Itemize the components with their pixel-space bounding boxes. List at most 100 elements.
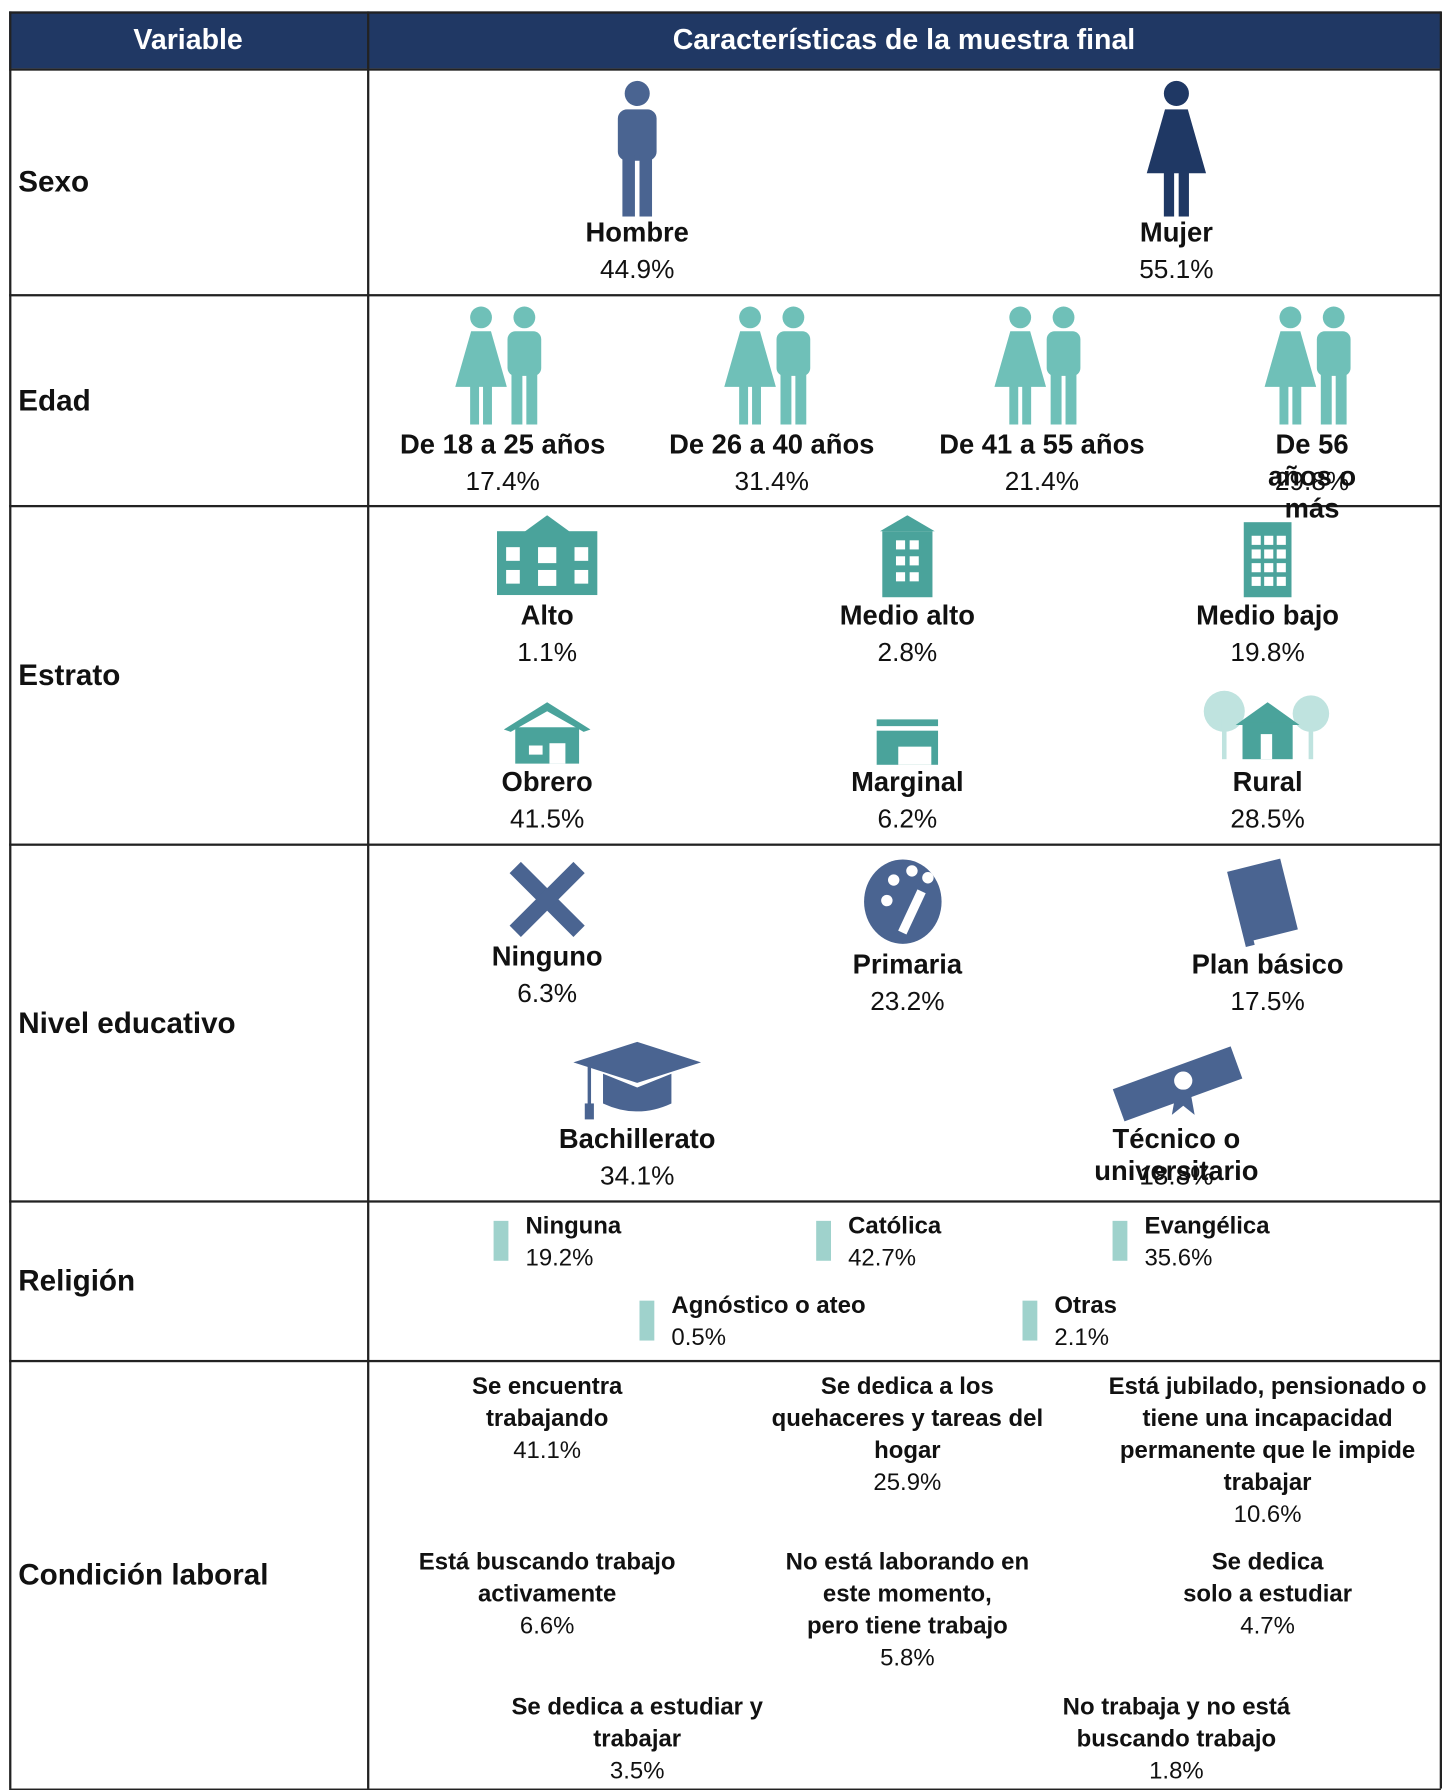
item-value: 6.2% (877, 803, 937, 835)
icon (495, 515, 600, 597)
item-label: Marginal (851, 767, 963, 799)
item-value: 6.6% (376, 1611, 718, 1643)
item-label: Plan básico (1192, 950, 1344, 982)
item-value: 6.3% (517, 977, 577, 1009)
item-value: 19.2% (526, 1243, 594, 1275)
icon (504, 698, 591, 764)
item: No está laborando en este momento, pero … (736, 1547, 1078, 1675)
item-label: Obrero (502, 767, 593, 799)
icon (1144, 80, 1208, 217)
item-label: Hombre (586, 218, 689, 250)
row-label: Sexo (18, 165, 89, 197)
header-variable: Variable (9, 11, 367, 68)
item-label: Está jubilado, pensionado o tiene una in… (1097, 1371, 1439, 1499)
legend-bar (1023, 1301, 1038, 1341)
item-label: De 18 a 25 años (400, 430, 605, 462)
item-value: 17.4% (466, 465, 540, 497)
item-label: Bachillerato (559, 1124, 716, 1156)
legend-bar (1113, 1221, 1128, 1261)
row-label: Estrato (18, 658, 120, 690)
row-label: Condición laboral (18, 1558, 268, 1590)
item-value: 41.1% (376, 1435, 718, 1467)
item-value: 10.6% (1097, 1499, 1439, 1531)
legend-bar (816, 1221, 831, 1261)
row-border (9, 505, 1441, 507)
item-value: 19.8% (1230, 636, 1304, 668)
col-border (9, 11, 11, 1788)
item-value: 23.2% (870, 985, 944, 1017)
icon (1247, 305, 1377, 426)
item-value: 1.8% (1005, 1755, 1347, 1787)
item-value: 41.5% (510, 803, 584, 835)
item-label: De 41 a 55 años (939, 430, 1144, 462)
icon (573, 1037, 701, 1124)
item-value: 25.9% (736, 1467, 1078, 1499)
row-label: Edad (18, 384, 90, 416)
item-value: 34.1% (600, 1159, 674, 1191)
icon (994, 305, 1090, 426)
item-label: Medio alto (840, 601, 975, 633)
item-value: 3.5% (466, 1755, 808, 1787)
item-label: Se dedica a los quehaceres y tareas del … (736, 1371, 1078, 1467)
row-border (9, 844, 1441, 846)
legend-bar (494, 1221, 509, 1261)
item-value: 0.5% (671, 1322, 726, 1354)
item-value: 28.5% (1230, 803, 1304, 835)
icon (1224, 857, 1311, 948)
icon (1244, 522, 1292, 597)
item: Se dedica a los quehaceres y tareas del … (736, 1371, 1078, 1499)
row-border (9, 1200, 1441, 1202)
item-label: No está laborando en este momento, pero … (736, 1547, 1078, 1643)
row-border (9, 68, 1441, 70)
item-label: Rural (1233, 767, 1303, 799)
icon (455, 305, 551, 426)
item-value: 2.1% (1054, 1322, 1109, 1354)
item-label: De 26 a 40 años (669, 430, 874, 462)
item-label: Medio bajo (1196, 601, 1339, 633)
icon (1201, 684, 1333, 762)
item: Está jubilado, pensionado o tiene una in… (1097, 1371, 1439, 1531)
row-border (9, 1360, 1441, 1362)
row-border (9, 294, 1441, 296)
item-value: 21.4% (1005, 465, 1079, 497)
item-label: Se dedica solo a estudiar (1097, 1547, 1439, 1611)
item-label: Se encuentra trabajando (376, 1371, 718, 1435)
icon (609, 80, 666, 217)
item-value: 35.6% (1144, 1243, 1212, 1275)
icon (1102, 1035, 1250, 1122)
col-border (367, 11, 369, 1788)
item-label: Se dedica a estudiar y trabajar (466, 1692, 808, 1756)
item-label: Católica (848, 1211, 941, 1243)
item-label: Alto (521, 601, 574, 633)
item-value: 17.5% (1230, 985, 1304, 1017)
item-label: Evangélica (1144, 1211, 1269, 1243)
item-value: 4.7% (1097, 1611, 1439, 1643)
icon (508, 861, 586, 939)
item-label: Mujer (1140, 218, 1213, 250)
item-label: No trabaja y no está buscando trabajo (1005, 1692, 1347, 1756)
item-value: 18.8% (1139, 1159, 1213, 1191)
item-value: 44.9% (600, 253, 674, 285)
table: Variable Características de la muestra f… (0, 0, 1442, 1789)
item-value: 5.8% (736, 1643, 1078, 1675)
row-border (9, 11, 1441, 13)
item-value: 1.1% (517, 636, 577, 668)
row-label: Nivel educativo (18, 1006, 235, 1038)
item-value: 31.4% (735, 465, 809, 497)
row-label: Religión (18, 1264, 135, 1296)
item-label: Primaria (853, 950, 963, 982)
icon (862, 855, 953, 948)
icon (878, 515, 937, 597)
page: Variable Características de la muestra f… (0, 0, 1442, 1789)
item-label: Ninguno (492, 942, 603, 974)
legend-bar (639, 1301, 654, 1341)
icon (877, 719, 939, 765)
item-label: Ninguna (526, 1211, 622, 1243)
item-label: Otras (1054, 1290, 1117, 1322)
item-label: Está buscando trabajo activamente (376, 1547, 718, 1611)
